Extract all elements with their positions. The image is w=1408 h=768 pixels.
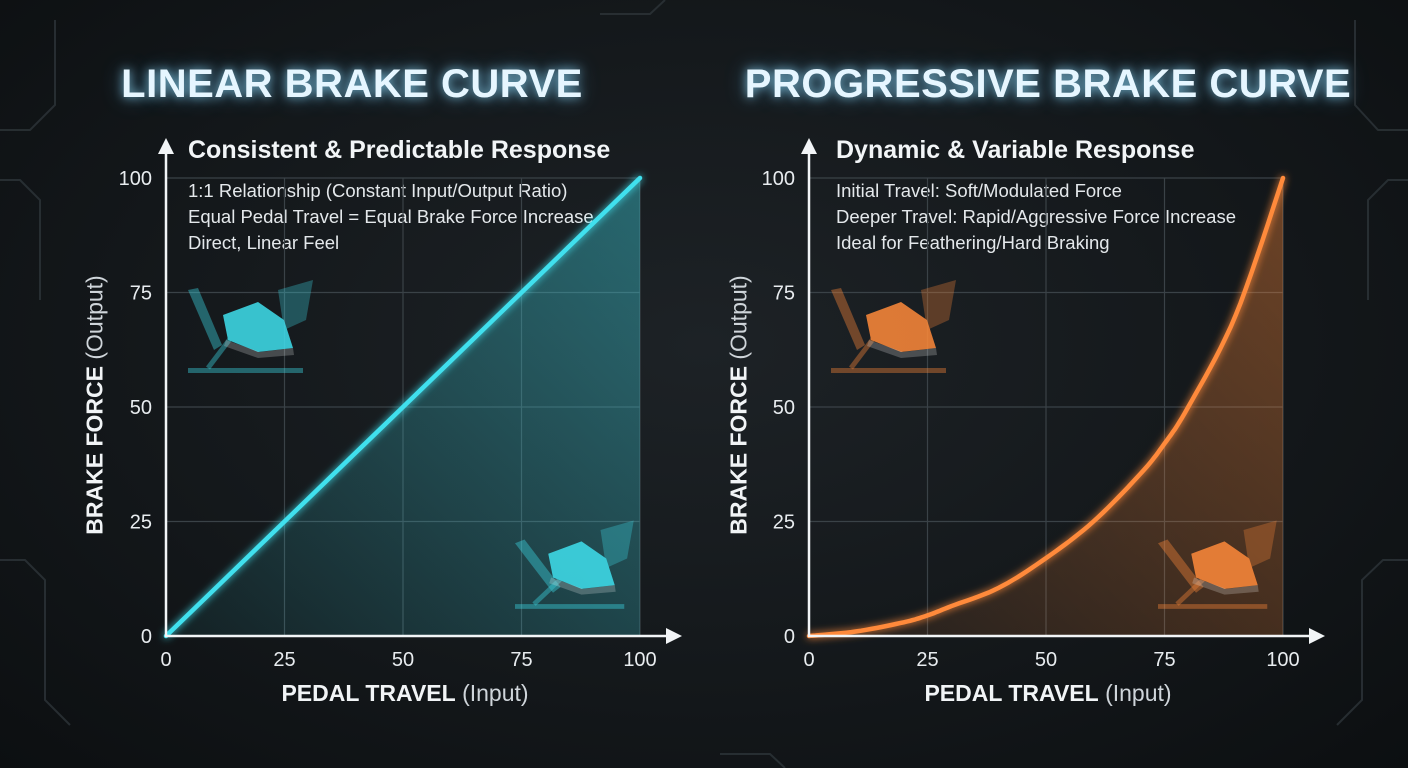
x-axis-label-sub: (Input): [462, 680, 529, 706]
x-tick-label: 100: [1266, 649, 1299, 671]
x-tick-label: 75: [510, 649, 532, 671]
chart-title: LINEAR BRAKE CURVE: [121, 62, 583, 106]
y-tick-label: 0: [141, 626, 152, 648]
y-tick-label: 75: [773, 283, 795, 305]
chart-subtitle: Consistent & Predictable Response: [188, 136, 611, 164]
x-axis-label-main: PEDAL TRAVEL: [924, 680, 1099, 706]
linear-brake-chart: LINEAR BRAKE CURVE Consistent & Predicta…: [82, 62, 682, 707]
x-tick-label: 50: [392, 649, 414, 671]
y-axis-arrow: [801, 138, 817, 154]
y-tick-label: 100: [119, 168, 152, 190]
series-line: [806, 175, 1286, 639]
pedal-foot-pressed-icon: [1158, 520, 1277, 609]
progressive-brake-chart: PROGRESSIVE BRAKE CURVE Dynamic & Variab…: [644, 0, 1351, 768]
y-axis-arrow: [158, 138, 174, 154]
x-axis-label-sub: (Input): [1105, 680, 1172, 706]
progressive-plot-area: 0 25 50 75 100 0 25 50 75 100: [762, 138, 1325, 671]
y-tick-label: 25: [773, 512, 795, 534]
note-line: 1:1 Relationship (Constant Input/Output …: [188, 180, 568, 201]
y-tick-label: 100: [762, 168, 795, 190]
x-tick-label: 25: [273, 649, 295, 671]
note-line: Ideal for Feathering/Hard Braking: [836, 232, 1110, 253]
note-line: Deeper Travel: Rapid/Aggressive Force In…: [836, 206, 1236, 227]
pedal-foot-pressed-icon: [515, 520, 634, 609]
x-tick-label: 75: [1153, 649, 1175, 671]
x-axis-label-main: PEDAL TRAVEL: [281, 680, 456, 706]
series-area: [809, 178, 1283, 636]
x-tick-label: 25: [916, 649, 938, 671]
x-tick-label: 0: [160, 649, 171, 671]
linear-plot-area: 0 25 50 75 100 0 25 50 75 100: [119, 138, 682, 671]
pedal-foot-icon: [188, 280, 313, 373]
chart-subtitle: Dynamic & Variable Response: [836, 136, 1195, 164]
x-axis-label: PEDAL TRAVEL (Input): [281, 680, 528, 707]
series-line: [163, 175, 643, 639]
note-line: Direct, Linear Feel: [188, 232, 340, 253]
chart-title: PROGRESSIVE BRAKE CURVE: [744, 62, 1352, 106]
x-axis-arrow: [1309, 628, 1325, 644]
note-line: Equal Pedal Travel = Equal Brake Force I…: [188, 206, 594, 227]
y-tick-label: 75: [130, 283, 152, 305]
x-tick-label: 100: [623, 649, 656, 671]
x-axis-arrow: [666, 628, 682, 644]
x-tick-label: 0: [803, 649, 814, 671]
note-line: Initial Travel: Soft/Modulated Force: [836, 180, 1122, 201]
y-tick-label: 25: [130, 512, 152, 534]
chart-notes: 1:1 Relationship (Constant Input/Output …: [188, 178, 594, 256]
y-tick-label: 0: [784, 626, 795, 648]
pedal-foot-icon: [831, 280, 956, 373]
y-tick-label: 50: [130, 397, 152, 419]
chart-notes: Initial Travel: Soft/Modulated Force Dee…: [836, 178, 1236, 256]
x-axis-label: PEDAL TRAVEL (Input): [924, 680, 1171, 707]
x-tick-label: 50: [1035, 649, 1057, 671]
y-tick-label: 50: [773, 397, 795, 419]
